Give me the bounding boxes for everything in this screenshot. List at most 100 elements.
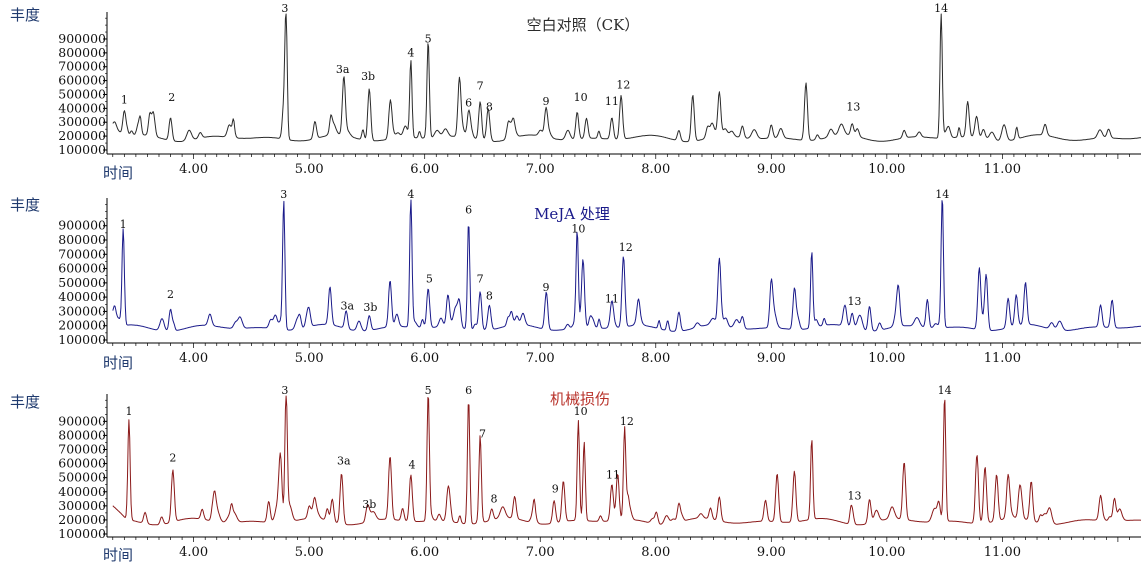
peak-label: 3 [280, 188, 287, 201]
peak-label: 1 [120, 218, 127, 231]
x-tick-label: 8.00 [641, 545, 670, 560]
x-tick-label: 10.00 [868, 351, 905, 366]
y-axis-label: 丰度 [10, 196, 40, 214]
x-tick-label: 8.00 [641, 351, 670, 366]
peak-label: 12 [619, 241, 633, 254]
peak-label: 9 [552, 483, 559, 496]
x-axis-label: 时间 [103, 354, 133, 372]
y-tick-label: 100000 [58, 332, 106, 347]
peak-label: 3a [341, 299, 355, 312]
peak-label: 2 [168, 91, 175, 104]
peak-label: 12 [616, 78, 630, 91]
y-tick-label: 100000 [58, 142, 106, 157]
peak-label: 14 [938, 384, 952, 397]
y-tick-label: 400000 [58, 289, 106, 304]
x-tick-label: 9.00 [757, 545, 786, 560]
x-tick-label: 7.00 [526, 351, 555, 366]
y-tick-label: 200000 [58, 128, 106, 143]
x-tick-label: 6.00 [410, 162, 439, 177]
peak-label: 7 [477, 80, 484, 93]
panel-title: 空白对照（CK） [527, 16, 640, 34]
panel-3: 1000002000003000004000005000006000007000… [10, 384, 1142, 564]
x-tick-label: 10.00 [868, 162, 905, 177]
x-tick-label: 11.00 [984, 545, 1021, 560]
series-trace [112, 199, 1142, 332]
y-tick-label: 900000 [58, 413, 106, 428]
y-tick-label: 600000 [58, 261, 106, 276]
peak-label: 12 [620, 415, 634, 428]
peak-label: 14 [935, 188, 949, 201]
peak-label: 4 [407, 46, 414, 59]
x-tick-label: 8.00 [641, 162, 670, 177]
y-tick-label: 800000 [58, 232, 106, 247]
x-tick-label: 6.00 [410, 545, 439, 560]
peak-label: 3a [337, 454, 351, 467]
peak-label: 2 [169, 452, 176, 465]
y-tick-label: 400000 [58, 100, 106, 115]
y-tick-label: 500000 [58, 86, 106, 101]
peak-label: 1 [125, 405, 132, 418]
peak-label: 7 [479, 428, 486, 441]
x-tick-label: 9.00 [757, 351, 786, 366]
y-axis-label: 丰度 [10, 6, 40, 24]
peak-label: 1 [121, 94, 128, 107]
y-tick-label: 700000 [58, 59, 106, 74]
x-tick-label: 10.00 [868, 545, 905, 560]
y-tick-label: 600000 [58, 73, 106, 88]
peak-label: 8 [486, 289, 493, 302]
y-tick-label: 300000 [58, 498, 106, 513]
y-tick-label: 600000 [58, 456, 106, 471]
peak-label: 5 [425, 384, 432, 397]
peak-label: 5 [425, 33, 432, 46]
peak-label: 8 [491, 492, 498, 505]
peak-label: 3a [336, 63, 350, 76]
x-tick-label: 5.00 [295, 545, 324, 560]
y-tick-label: 100000 [58, 526, 106, 541]
peak-label: 4 [407, 188, 414, 201]
panel-1: 1000002000003000004000005000006000007000… [10, 2, 1142, 182]
peak-label: 3 [281, 384, 288, 397]
peak-label: 3b [361, 70, 375, 83]
peak-label: 4 [409, 459, 416, 472]
y-tick-label: 400000 [58, 484, 106, 499]
x-tick-label: 4.00 [179, 162, 208, 177]
y-tick-label: 800000 [58, 427, 106, 442]
x-tick-label: 4.00 [179, 545, 208, 560]
peak-label: 2 [167, 288, 174, 301]
y-tick-label: 700000 [58, 442, 106, 457]
x-tick-label: 6.00 [410, 351, 439, 366]
peak-label: 11 [606, 468, 620, 481]
peak-label: 10 [574, 91, 588, 104]
x-tick-label: 11.00 [984, 351, 1021, 366]
y-tick-label: 700000 [58, 246, 106, 261]
peak-label: 3 [281, 2, 288, 15]
x-tick-label: 11.00 [984, 162, 1021, 177]
peak-label: 3b [363, 301, 377, 314]
series-trace [112, 13, 1142, 143]
panel-2: 1000002000003000004000005000006000007000… [10, 188, 1142, 372]
peak-label: 13 [847, 490, 861, 503]
x-tick-label: 4.00 [179, 351, 208, 366]
x-tick-label: 5.00 [295, 351, 324, 366]
y-tick-label: 300000 [58, 114, 106, 129]
panel-title: MeJA 处理 [534, 205, 610, 223]
y-tick-label: 200000 [58, 512, 106, 527]
y-tick-label: 300000 [58, 303, 106, 318]
y-tick-label: 900000 [58, 31, 106, 46]
x-tick-label: 5.00 [295, 162, 324, 177]
x-tick-label: 7.00 [526, 545, 555, 560]
x-axis-label: 时间 [103, 164, 133, 182]
peak-label: 10 [571, 222, 585, 235]
y-tick-label: 500000 [58, 275, 106, 290]
peak-label: 6 [465, 204, 472, 217]
peak-label: 13 [846, 101, 860, 114]
peak-label: 5 [426, 272, 433, 285]
peak-label: 14 [934, 2, 948, 15]
peak-label: 6 [465, 96, 472, 109]
y-tick-label: 500000 [58, 470, 106, 485]
x-tick-label: 7.00 [526, 162, 555, 177]
peak-label: 8 [486, 101, 493, 114]
peak-label: 10 [574, 405, 588, 418]
peak-label: 9 [543, 281, 550, 294]
